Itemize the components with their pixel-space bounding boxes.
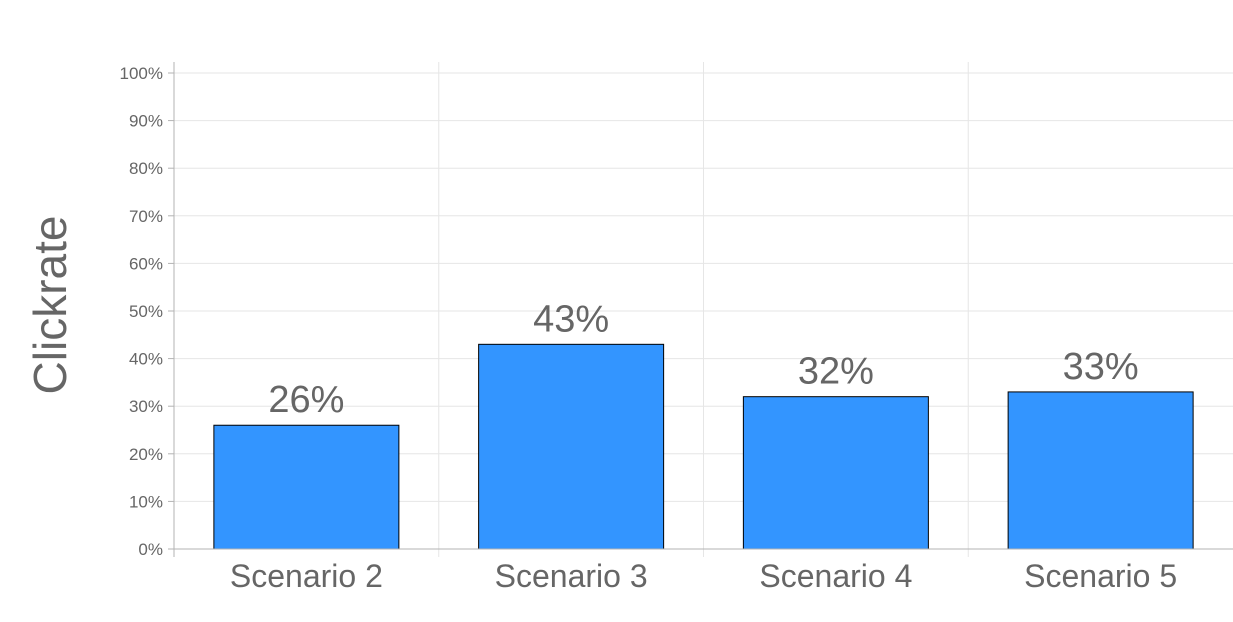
labels: 0% 10% 20% 30% 40% 50% 60% 70% 80% 90% 100% 26% Scen… [120, 64, 1178, 594]
x-tick-label: Scenario 5 [1024, 558, 1177, 594]
y-tick-label: 70% [129, 207, 163, 226]
grid [168, 62, 1233, 557]
bar [478, 343, 665, 550]
y-tick-label: 60% [129, 254, 163, 273]
y-tick-label: 40% [129, 350, 163, 369]
bar [742, 396, 929, 550]
y-tick-label: 0% [138, 540, 163, 559]
x-tick-label: Scenario 4 [759, 558, 912, 594]
bar [213, 424, 400, 550]
data-label: 33% [1063, 346, 1139, 388]
y-tick-label: 20% [129, 445, 163, 464]
data-label: 43% [533, 298, 609, 340]
bar [1007, 391, 1194, 550]
y-tick-label: 80% [129, 159, 163, 178]
y-tick-label: 30% [129, 397, 163, 416]
x-tick-label: Scenario 3 [495, 558, 648, 594]
y-tick-label: 90% [129, 112, 163, 131]
data-label: 26% [268, 379, 344, 421]
y-tick-label: 100% [120, 64, 163, 83]
bars [213, 343, 1194, 550]
axes [173, 62, 1233, 557]
x-tick-label: Scenario 2 [230, 558, 383, 594]
y-tick-label: 10% [129, 492, 163, 511]
y-axis-title: Clickrate [24, 216, 76, 395]
data-label: 32% [798, 351, 874, 393]
y-tick-label: 50% [129, 302, 163, 321]
